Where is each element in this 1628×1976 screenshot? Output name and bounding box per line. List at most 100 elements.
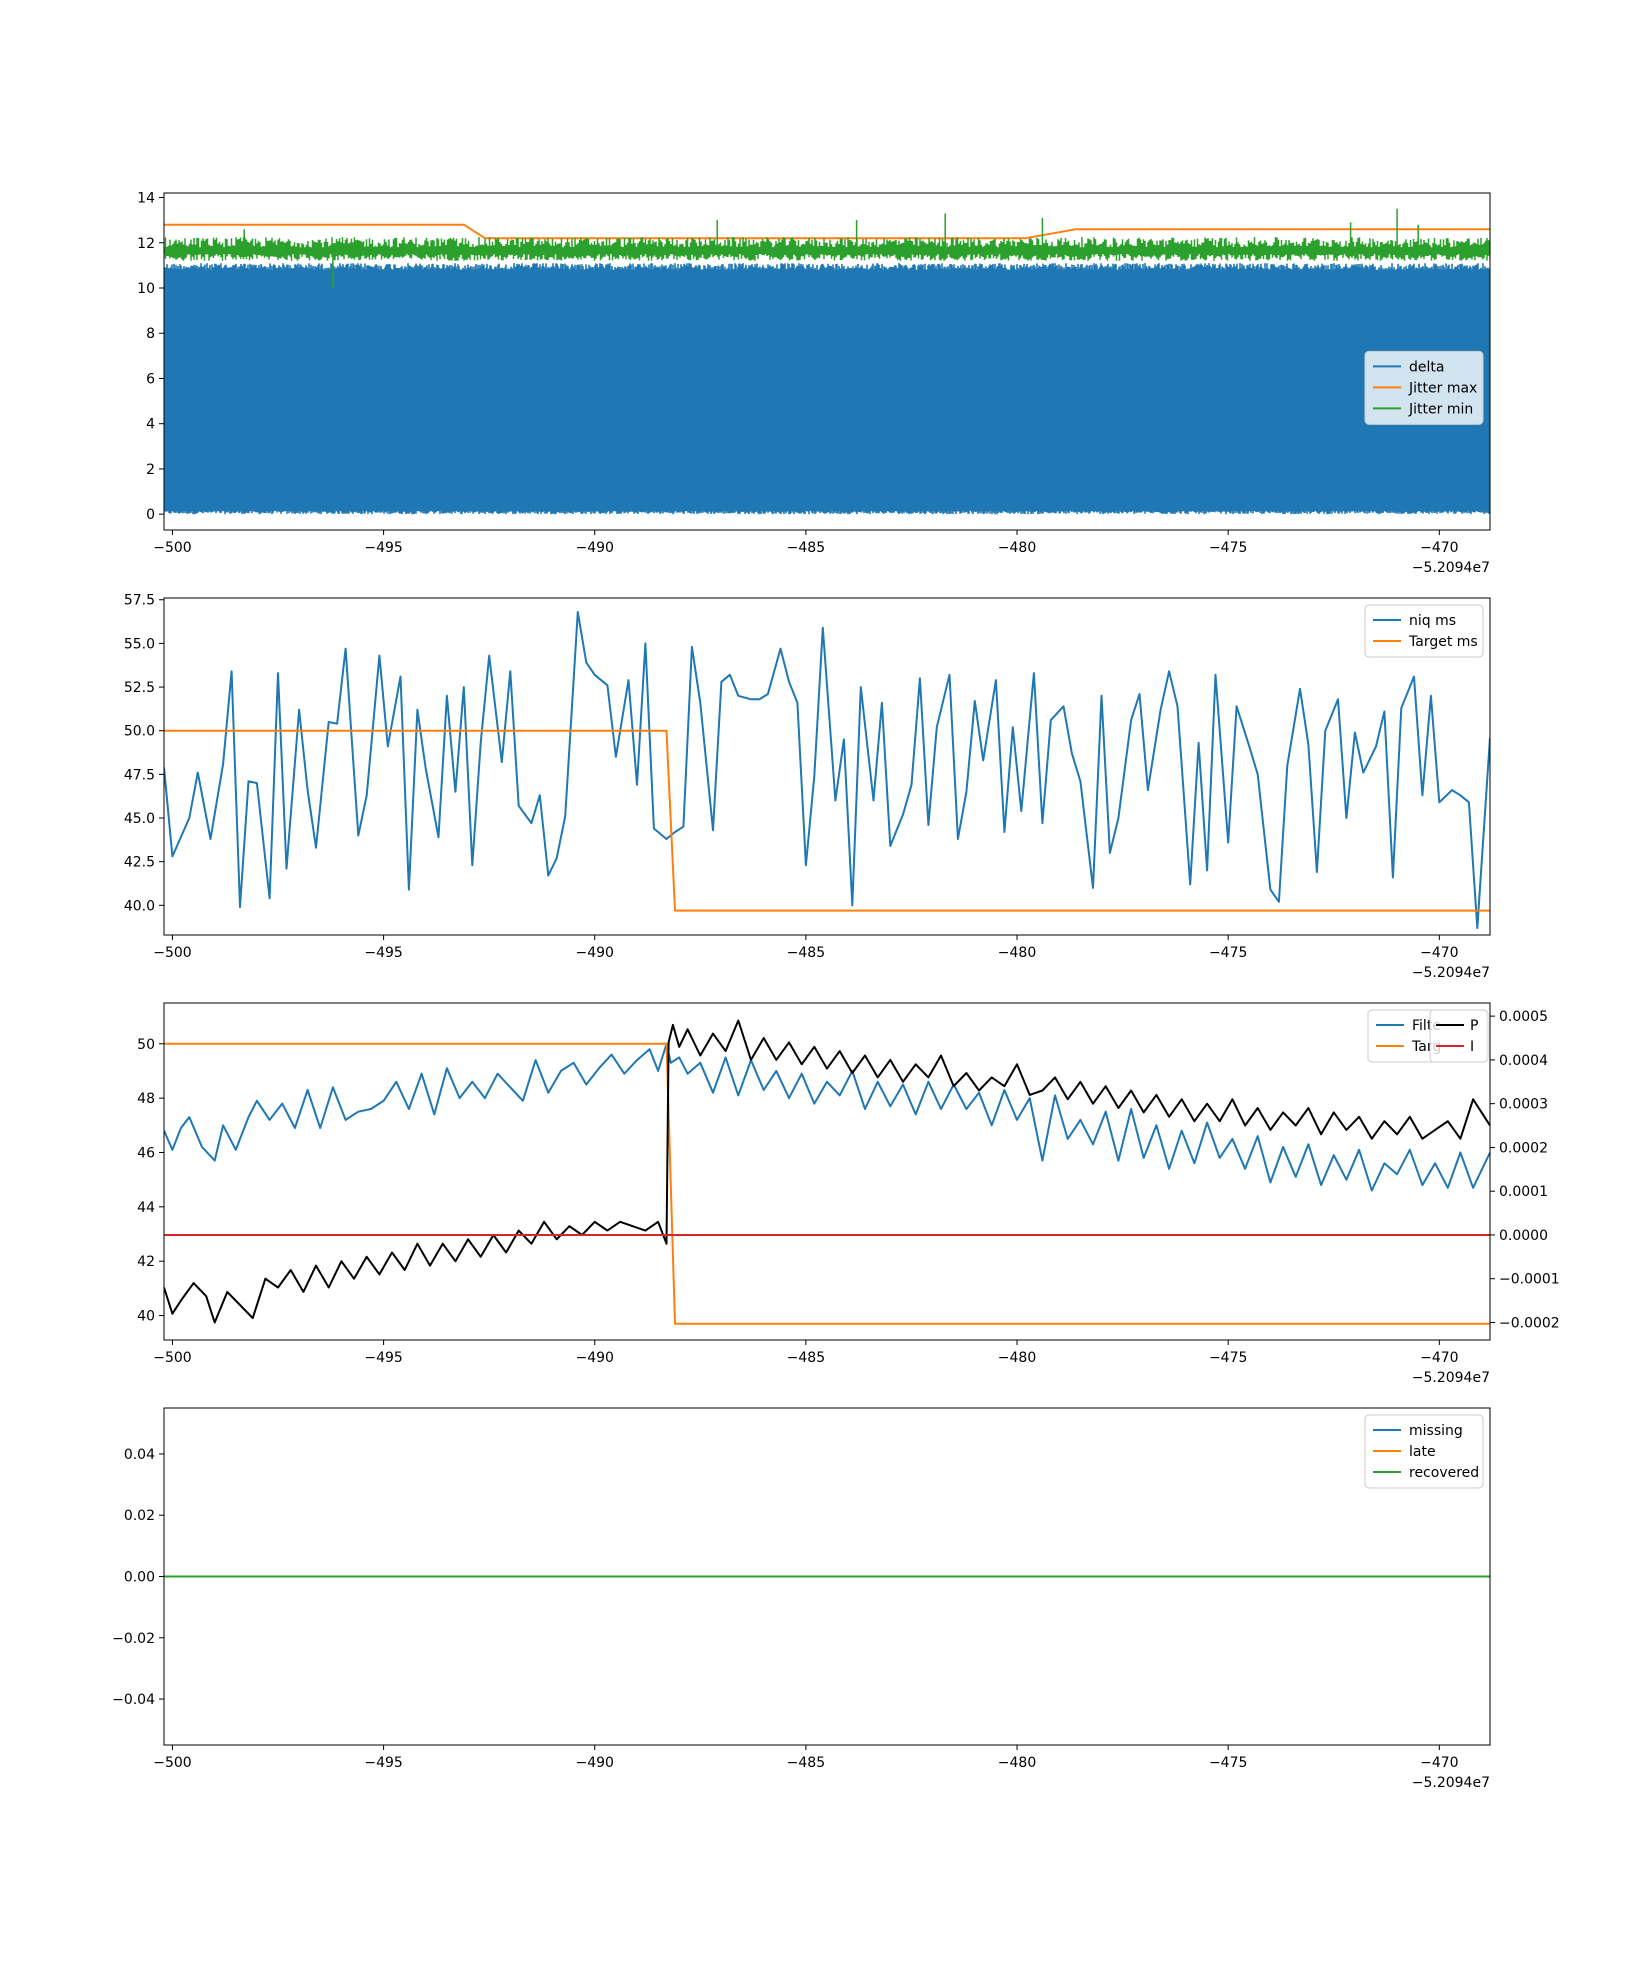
- y-tick-label: 8: [146, 326, 155, 342]
- x-tick-label: −485: [787, 1350, 825, 1366]
- y-tick-label-right: −0.0002: [1499, 1315, 1560, 1331]
- legend-box: [1364, 604, 1484, 658]
- legend: missing late recovered: [1364, 1414, 1484, 1489]
- y-tick-label: 48: [137, 1091, 155, 1107]
- x-tick-label: −490: [576, 945, 614, 961]
- y-tick-label-right: 0.0000: [1499, 1228, 1548, 1244]
- y-tick-label-right: 0.0003: [1499, 1097, 1548, 1113]
- y-tick-label: 57.5: [124, 593, 155, 609]
- y-tick-label-right: 0.0004: [1499, 1053, 1548, 1069]
- x-tick-label: −480: [998, 1755, 1036, 1771]
- y-tick-label: −0.04: [112, 1692, 155, 1708]
- legend-label: Jitter min: [1408, 401, 1473, 417]
- plot-area: [164, 1019, 1490, 1325]
- plot-area: [164, 208, 1490, 515]
- y-tick-label: 2: [146, 462, 155, 478]
- legend-label: delta: [1409, 359, 1444, 375]
- y-tick-label: 42: [137, 1254, 155, 1270]
- y-tick-label-right: 0.0005: [1499, 1009, 1548, 1025]
- x-tick-label: −500: [153, 540, 191, 556]
- legend-right: PI: [1429, 1009, 1489, 1063]
- x-tick-label: −485: [787, 540, 825, 556]
- series-niq-ms: [164, 611, 1490, 929]
- y-tick-label: 47.5: [124, 767, 155, 783]
- subplot-4: −500 −495 −490 −485 −480 −475 −470 −5.2094e7 −0.…: [112, 1407, 1491, 1791]
- x-tick-label: −500: [153, 1755, 191, 1771]
- x-tick-label: −470: [1420, 1755, 1458, 1771]
- x-tick-label: −480: [998, 945, 1036, 961]
- legend-box: [1364, 350, 1484, 425]
- x-tick-label: −470: [1420, 540, 1458, 556]
- y-tick-label: 46: [137, 1145, 155, 1161]
- y-tick-label: 42.5: [124, 855, 155, 871]
- axes-frame: [163, 597, 1491, 936]
- series-target-ms: [164, 729, 1490, 912]
- y-tick-label: 10: [137, 281, 155, 297]
- legend-label: Jitter max: [1408, 380, 1477, 396]
- x-offset-label: −5.2094e7: [1412, 1370, 1490, 1386]
- y-tick-label: 0.00: [124, 1570, 155, 1586]
- legend-box: [1364, 1414, 1484, 1489]
- y-tick-label: 44: [137, 1200, 155, 1216]
- y-tick-label: 4: [146, 417, 155, 433]
- legend-label: Target ms: [1408, 634, 1478, 650]
- subplot-3: −500 −495 −490 −485 −480 −475 −470 −5.2094e7 40 4…: [137, 1002, 1560, 1386]
- y-tick-label: 52.5: [124, 680, 155, 696]
- x-tick-label: −485: [787, 1755, 825, 1771]
- x-tick-label: −475: [1209, 540, 1247, 556]
- x-tick-label: −495: [364, 1755, 402, 1771]
- y-tick-label: 14: [137, 191, 155, 207]
- legend-label: recovered: [1409, 1465, 1479, 1481]
- series-delta: [164, 263, 1490, 515]
- subplot-1: −500 −495 −490 −485 −480 −475 −470 −5.2094e7 0 2 4…: [137, 191, 1491, 576]
- y-tick-label-right: 0.0002: [1499, 1140, 1548, 1156]
- x-tick-label: −470: [1420, 1350, 1458, 1366]
- y-tick-label: 45.0: [124, 811, 155, 827]
- legend-label: niq ms: [1409, 613, 1456, 629]
- y-tick-label: 50: [137, 1037, 155, 1053]
- legend: delta Jitter max Jitter min: [1364, 350, 1484, 425]
- y-tick-label-right: 0.0001: [1499, 1184, 1548, 1200]
- y-tick-label: 55.0: [124, 636, 155, 652]
- y-tick-label: 50.0: [124, 724, 155, 740]
- x-tick-label: −485: [787, 945, 825, 961]
- x-tick-label: −475: [1209, 945, 1247, 961]
- y-tick-label: 40.0: [124, 898, 155, 914]
- x-tick-label: −490: [576, 1350, 614, 1366]
- y-tick-label: 40: [137, 1309, 155, 1325]
- x-offset-label: −5.2094e7: [1412, 965, 1490, 981]
- legend: niq ms Target ms: [1364, 604, 1484, 658]
- series-jitter-max: [164, 223, 1490, 240]
- x-offset-label: −5.2094e7: [1412, 560, 1490, 576]
- subplot-2: −500 −495 −490 −485 −480 −475 −470 −5.2094e7 40.…: [124, 593, 1491, 981]
- y-tick-label: 6: [146, 371, 155, 387]
- x-tick-label: −480: [998, 1350, 1036, 1366]
- x-tick-label: −480: [998, 540, 1036, 556]
- x-tick-label: −490: [576, 1755, 614, 1771]
- legend-label: missing: [1409, 1423, 1463, 1439]
- series-jitter-min: [164, 208, 1490, 288]
- x-tick-label: −495: [364, 945, 402, 961]
- x-tick-label: −475: [1209, 1350, 1247, 1366]
- y-tick-label-right: −0.0001: [1499, 1272, 1560, 1288]
- y-tick-label: 0.02: [124, 1508, 155, 1524]
- legend-label: I: [1470, 1039, 1474, 1055]
- legend-label: late: [1409, 1444, 1436, 1460]
- x-tick-label: −495: [364, 1350, 402, 1366]
- series-p: [164, 1019, 1490, 1324]
- y-tick-label: 12: [137, 236, 155, 252]
- plot-area: [164, 611, 1490, 929]
- axes-frame: [163, 192, 1491, 531]
- y-tick-label: 0.04: [124, 1447, 155, 1463]
- legend-label: P: [1470, 1018, 1478, 1034]
- x-tick-label: −500: [153, 945, 191, 961]
- y-tick-label: 0: [146, 507, 155, 523]
- x-tick-label: −495: [364, 540, 402, 556]
- x-tick-label: −500: [153, 1350, 191, 1366]
- x-tick-label: −490: [576, 540, 614, 556]
- series-target: [164, 1042, 1490, 1325]
- y-tick-label: −0.02: [112, 1631, 155, 1647]
- legend-box: [1429, 1009, 1489, 1063]
- series-filtered: [164, 1042, 1490, 1192]
